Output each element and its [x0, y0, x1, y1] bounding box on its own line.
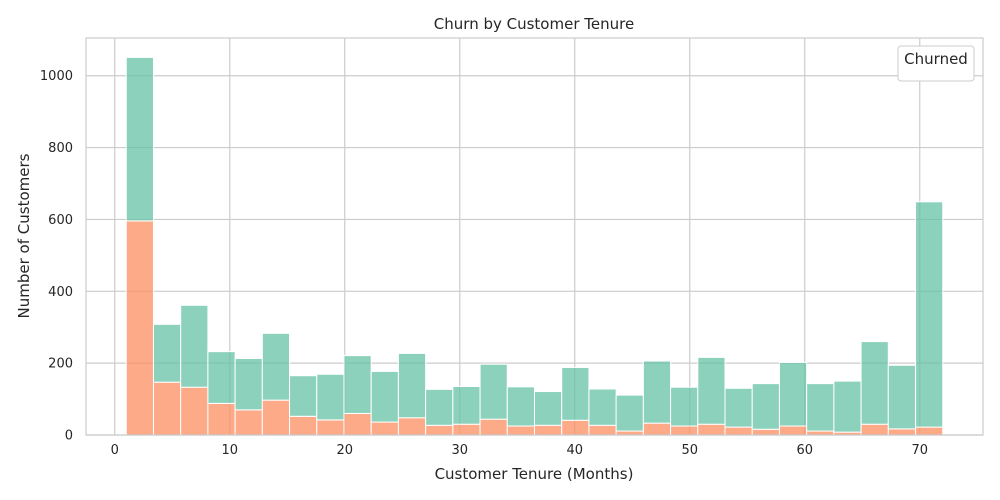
bar-churned-yes	[397, 417, 427, 436]
bar-churned-yes	[207, 402, 236, 436]
y-tick-label: 400	[48, 285, 73, 300]
bar-churned-yes	[261, 399, 291, 436]
bar-churned-no	[234, 357, 263, 411]
x-tick-label: 20	[336, 443, 353, 458]
bar-churned-no	[370, 370, 399, 423]
bar-churned-no	[751, 383, 780, 430]
x-tick-label: 10	[221, 443, 238, 458]
bar-churned-yes	[506, 425, 536, 436]
bar-churned-no	[778, 361, 808, 427]
bar-churned-yes	[697, 423, 726, 436]
bar-churned-yes	[152, 381, 182, 436]
bar-churned-yes	[289, 415, 318, 436]
bar-churned-no	[670, 386, 699, 427]
x-tick-labels: 0 10 20 30 40 50 60 70	[111, 443, 928, 458]
x-axis-title: Customer Tenure (Months)	[435, 465, 634, 483]
bar-churned-yes	[561, 419, 590, 436]
bar-churned-yes	[670, 425, 699, 436]
x-tick-label: 30	[451, 443, 468, 458]
bar-churned-yes	[316, 419, 345, 436]
x-tick-label: 70	[911, 443, 928, 458]
legend: Churned	[897, 45, 975, 82]
bar-churned-yes	[887, 428, 917, 436]
bar-churned-no	[343, 355, 372, 414]
bar-churned-yes	[343, 412, 372, 436]
bar-churned-no	[697, 356, 726, 425]
bar-churned-no	[316, 373, 345, 421]
bar-churned-no	[289, 375, 318, 417]
legend-title: Churned	[904, 50, 968, 68]
bar-churned-yes	[860, 423, 889, 436]
bar-churned-yes	[479, 418, 508, 436]
bar-churned-no	[724, 387, 753, 428]
bar-churned-no	[588, 388, 617, 426]
bar-churned-no	[642, 360, 672, 424]
bar-churned-yes	[452, 423, 481, 436]
bar-churned-no	[425, 388, 454, 426]
bar-churned-no	[479, 363, 508, 420]
y-axis-title: Number of Customers	[15, 153, 33, 318]
bar-churned-yes	[425, 424, 454, 436]
bar-churned-yes	[642, 422, 672, 436]
y-tick-label: 600	[48, 213, 73, 228]
bar-churned-yes	[125, 220, 154, 436]
legend-box	[897, 45, 975, 82]
y-tick-labels: 0 200 400 600 800 1000	[40, 69, 73, 443]
x-tick-label: 40	[566, 443, 583, 458]
x-tick-label: 0	[111, 443, 119, 458]
bar-churned-yes	[915, 426, 944, 436]
bar-churned-no	[833, 380, 862, 433]
bar-churned-yes	[724, 426, 753, 436]
bar-churned-no	[534, 391, 563, 426]
bar-churned-yes	[234, 409, 263, 436]
y-tick-label: 800	[48, 141, 73, 156]
bar-churned-no	[561, 366, 590, 421]
bar-churned-no	[806, 383, 835, 432]
bar-churned-no	[261, 332, 291, 401]
bar-churned-no	[180, 304, 209, 388]
x-tick-label: 60	[796, 443, 813, 458]
bar-churned-no	[397, 352, 427, 419]
bar-churned-yes	[588, 424, 617, 436]
bar-churned-yes	[180, 386, 209, 436]
y-tick-label: 1000	[40, 69, 73, 84]
bar-churned-no	[152, 323, 182, 383]
chart-title: Churn by Customer Tenure	[434, 15, 634, 33]
bar-churned-no	[207, 351, 236, 404]
bar-churned-no	[615, 394, 644, 432]
y-tick-label: 200	[48, 357, 73, 372]
bar-churned-no	[125, 56, 154, 222]
bar-churned-no	[860, 341, 889, 425]
bar-churned-no	[915, 201, 944, 428]
bar-churned-no	[452, 385, 481, 425]
bar-churned-no	[506, 386, 536, 427]
y-tick-label: 0	[65, 429, 73, 444]
x-tick-label: 50	[681, 443, 698, 458]
bar-churned-yes	[370, 421, 399, 436]
plot-frame	[85, 37, 984, 436]
bar-churned-yes	[534, 424, 563, 436]
bar-churned-yes	[778, 425, 808, 436]
bar-churned-yes	[751, 428, 780, 436]
bars	[125, 56, 944, 436]
bar-churned-no	[887, 364, 917, 430]
